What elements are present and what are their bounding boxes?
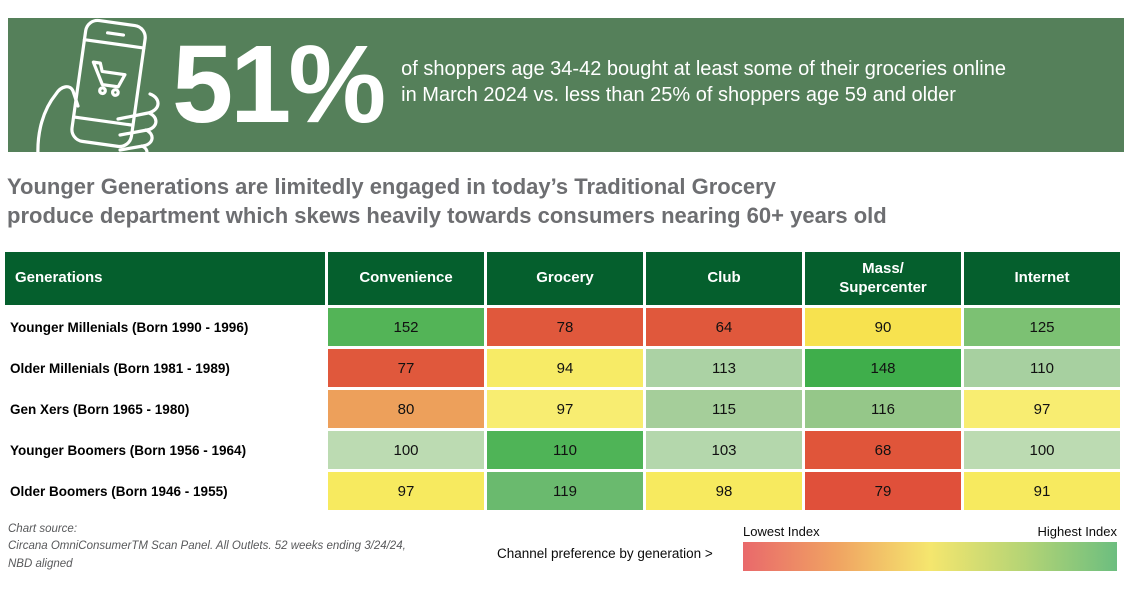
heatmap-cell: 97 [964,390,1120,428]
heatmap-cell: 100 [328,431,484,469]
page-title-line1: Younger Generations are limitedly engage… [7,174,776,199]
page-title-line2: produce department which skews heavily t… [7,203,887,229]
heatmap-cell: 90 [805,308,961,346]
stat-description-line2: in March 2024 vs. less than 25% of shopp… [401,84,956,106]
header-row: Generations Convenience Grocery Club Mas… [5,252,1120,305]
heatmap-cell: 113 [646,349,802,387]
heatmap-cell: 115 [646,390,802,428]
column-header-grocery: Grocery [487,252,643,305]
column-header-club: Club [646,252,802,305]
table-row-older-boomers: Older Boomers (Born 1946 - 1955) 97 119 … [5,472,1120,510]
legend-low-label: Lowest Index [743,524,820,539]
heatmap-cell: 94 [487,349,643,387]
stat-value: 51% [172,23,386,146]
heatmap-cell: 110 [487,431,643,469]
heatmap-cell: 91 [964,472,1120,510]
phone-shopping-cart-icon [34,18,162,152]
heatmap-cell: 110 [964,349,1120,387]
chart-source-line2: Circana OmniConsumerTM Scan Panel. All O… [8,540,406,553]
table-row-older-millenials: Older Millenials (Born 1981 - 1989) 77 9… [5,349,1120,387]
heatmap-cell: 98 [646,472,802,510]
heatmap-cell: 119 [487,472,643,510]
row-label: Gen Xers (Born 1965 - 1980) [5,390,325,428]
corner-header-generations: Generations [5,252,325,305]
heatmap-cell: 100 [964,431,1120,469]
table-row-younger-millenials: Younger Millenials (Born 1990 - 1996) 15… [5,308,1120,346]
column-header-internet: Internet [964,252,1120,305]
legend-caption: Channel preference by generation > [497,546,713,561]
row-label: Younger Boomers (Born 1956 - 1964) [5,431,325,469]
heatmap-cell: 103 [646,431,802,469]
heatmap-cell: 80 [328,390,484,428]
column-header-convenience: Convenience [328,252,484,305]
heatmap-cell: 97 [487,390,643,428]
chart-source: Chart source: Circana OmniConsumerTM Sca… [8,521,488,573]
heatmap-cell: 125 [964,308,1120,346]
heatmap-cell: 78 [487,308,643,346]
heatmap-cell: 116 [805,390,961,428]
chart-source-line1: Chart source: [8,523,78,535]
table-row-gen-xers: Gen Xers (Born 1965 - 1980) 80 97 115 11… [5,390,1120,428]
heatmap-cell: 97 [328,472,484,510]
stat-banner: 51% of shoppers age 34-42 bought at leas… [8,18,1124,152]
heatmap-table: Generations Convenience Grocery Club Mas… [5,252,1120,513]
stat-description-line1: of shoppers age 34-42 bought at least so… [401,57,1006,80]
heatmap-cell: 77 [328,349,484,387]
legend-high-label: Highest Index [1037,524,1118,539]
row-label: Older Millenials (Born 1981 - 1989) [5,349,325,387]
index-legend: Lowest Index Highest Index [743,524,1117,571]
legend-gradient-bar [743,542,1117,571]
heatmap-cell: 148 [805,349,961,387]
stat-description: of shoppers age 34-42 bought at least so… [401,56,1006,109]
heatmap-cell: 68 [805,431,961,469]
row-label: Younger Millenials (Born 1990 - 1996) [5,308,325,346]
chart-source-line3: NBD aligned [8,557,73,570]
page-title: Younger Generations are limitedly engage… [7,172,1117,230]
column-header-mass-supercenter: Mass/ Supercenter [805,252,961,305]
heatmap-cell: 79 [805,472,961,510]
heatmap-cell: 64 [646,308,802,346]
row-label: Older Boomers (Born 1946 - 1955) [5,472,325,510]
table-row-younger-boomers: Younger Boomers (Born 1956 - 1964) 100 1… [5,431,1120,469]
heatmap-cell: 152 [328,308,484,346]
